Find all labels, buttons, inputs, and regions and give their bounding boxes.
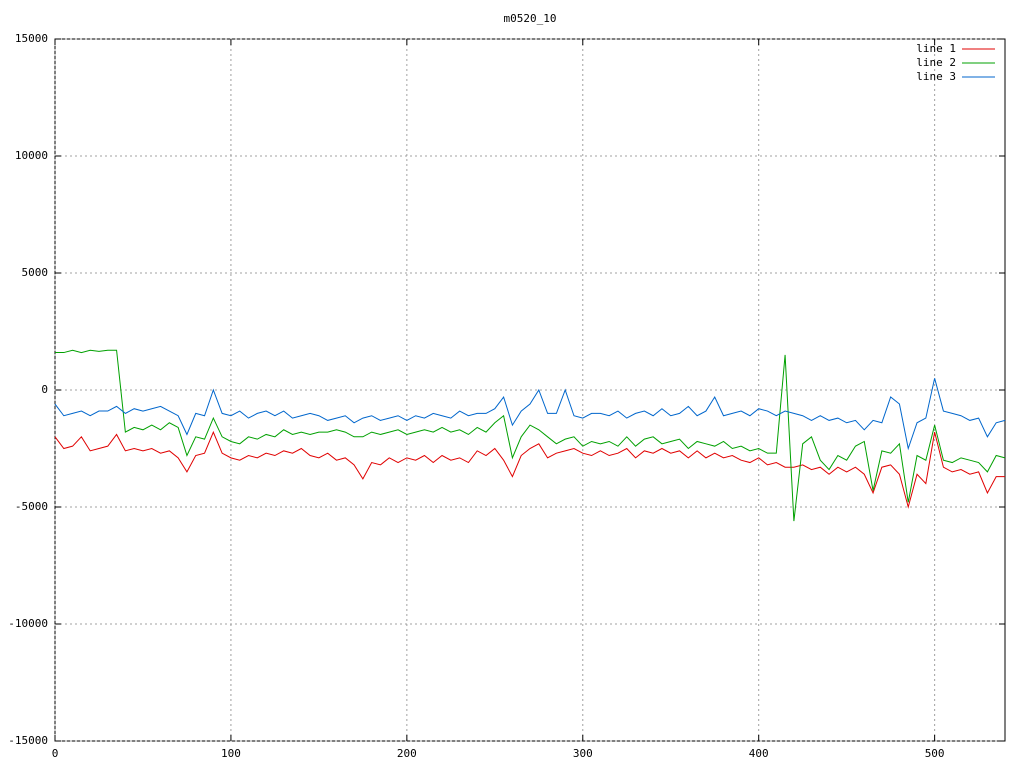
x-tick-label: 0 xyxy=(52,747,59,760)
series-line xyxy=(54,378,1006,451)
legend-label: line 3 xyxy=(916,70,956,83)
y-tick-label: -15000 xyxy=(8,734,48,747)
x-tick-label: 400 xyxy=(749,747,769,760)
x-tick-label: 500 xyxy=(925,747,945,760)
legend-label: line 2 xyxy=(916,56,956,69)
y-tick-label: 5000 xyxy=(22,266,49,279)
chart-title: m0520_10 xyxy=(504,12,557,25)
y-tick-label: -5000 xyxy=(15,500,48,513)
x-tick-label: 300 xyxy=(573,747,593,760)
series-line xyxy=(54,430,1005,509)
y-tick-label: 15000 xyxy=(15,32,48,45)
series-line xyxy=(55,349,1006,522)
y-tick-label: 0 xyxy=(41,383,48,396)
legend-label: line 1 xyxy=(916,42,956,55)
y-tick-label: 10000 xyxy=(15,149,48,162)
y-tick-label: -10000 xyxy=(8,617,48,630)
x-tick-label: 100 xyxy=(221,747,241,760)
x-tick-label: 200 xyxy=(397,747,417,760)
